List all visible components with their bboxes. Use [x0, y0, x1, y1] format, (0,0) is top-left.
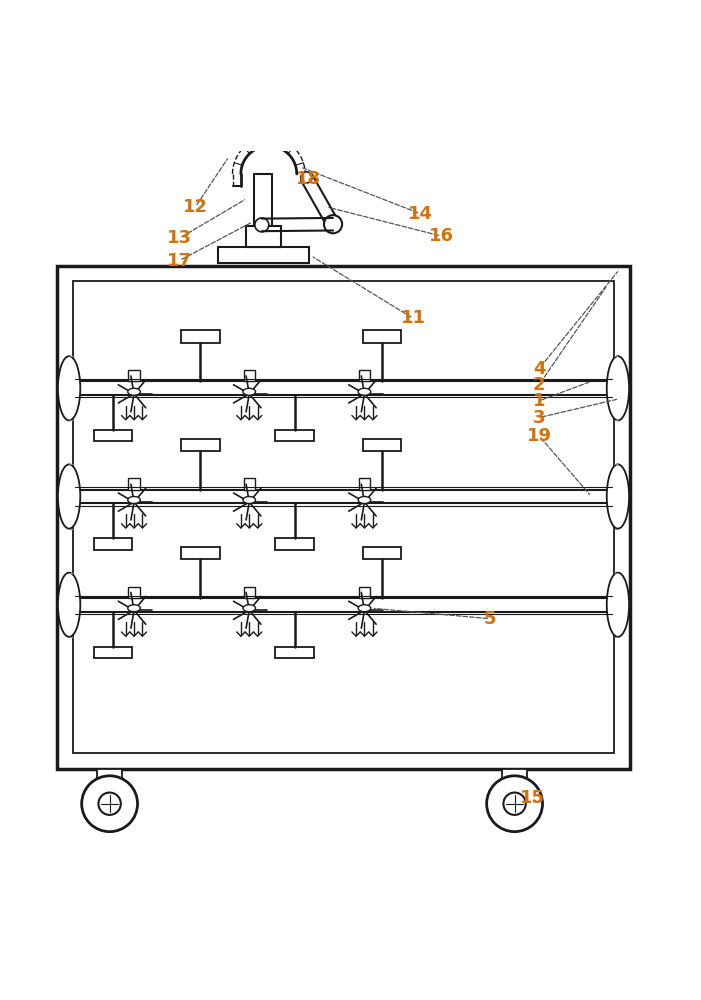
Ellipse shape: [243, 497, 256, 503]
Bar: [362, 439, 401, 451]
Text: 4: 4: [533, 360, 545, 378]
Bar: [359, 478, 370, 490]
Bar: [359, 370, 370, 381]
Ellipse shape: [128, 388, 140, 395]
Bar: [128, 587, 139, 598]
Text: 12: 12: [183, 198, 208, 216]
Bar: [181, 547, 219, 559]
Text: 13: 13: [167, 229, 192, 247]
Circle shape: [324, 215, 342, 233]
Bar: [75, 490, 613, 503]
Text: 17: 17: [167, 252, 192, 270]
Bar: [75, 598, 613, 612]
Ellipse shape: [243, 605, 256, 612]
Text: 15: 15: [519, 789, 545, 807]
Bar: [75, 381, 613, 395]
Bar: [73, 281, 615, 753]
Ellipse shape: [128, 605, 140, 612]
Text: 11: 11: [401, 309, 426, 327]
Circle shape: [486, 776, 543, 832]
Bar: [94, 538, 132, 550]
Bar: [362, 330, 401, 343]
Bar: [244, 370, 255, 381]
Text: 16: 16: [429, 227, 454, 245]
Ellipse shape: [607, 464, 629, 529]
Bar: [94, 647, 132, 658]
Circle shape: [503, 793, 526, 815]
Bar: [275, 647, 314, 658]
Bar: [359, 587, 370, 598]
Bar: [244, 478, 255, 490]
Text: 1: 1: [533, 392, 545, 410]
Bar: [244, 587, 255, 598]
Text: 18: 18: [296, 170, 321, 188]
Bar: [94, 430, 132, 441]
Ellipse shape: [358, 497, 371, 503]
Circle shape: [255, 218, 268, 232]
Ellipse shape: [58, 573, 81, 637]
Text: 19: 19: [526, 427, 552, 445]
Ellipse shape: [607, 573, 629, 637]
Bar: [275, 538, 314, 550]
Ellipse shape: [607, 356, 629, 420]
Circle shape: [98, 793, 121, 815]
Bar: [97, 769, 122, 781]
Bar: [362, 547, 401, 559]
Bar: [57, 266, 629, 769]
Bar: [502, 769, 527, 781]
Bar: [275, 430, 314, 441]
Bar: [246, 226, 280, 247]
Ellipse shape: [358, 605, 371, 612]
Text: 14: 14: [408, 205, 433, 223]
Bar: [181, 330, 219, 343]
Ellipse shape: [58, 464, 81, 529]
Bar: [128, 478, 139, 490]
Ellipse shape: [128, 497, 140, 503]
Bar: [181, 439, 219, 451]
Ellipse shape: [58, 356, 81, 420]
Text: 5: 5: [484, 610, 496, 628]
Ellipse shape: [358, 388, 371, 395]
Bar: [128, 370, 139, 381]
Text: 3: 3: [533, 409, 545, 427]
Circle shape: [301, 172, 312, 183]
Ellipse shape: [243, 388, 256, 395]
Circle shape: [82, 776, 137, 832]
Text: 2: 2: [533, 376, 545, 394]
Bar: [218, 247, 308, 263]
